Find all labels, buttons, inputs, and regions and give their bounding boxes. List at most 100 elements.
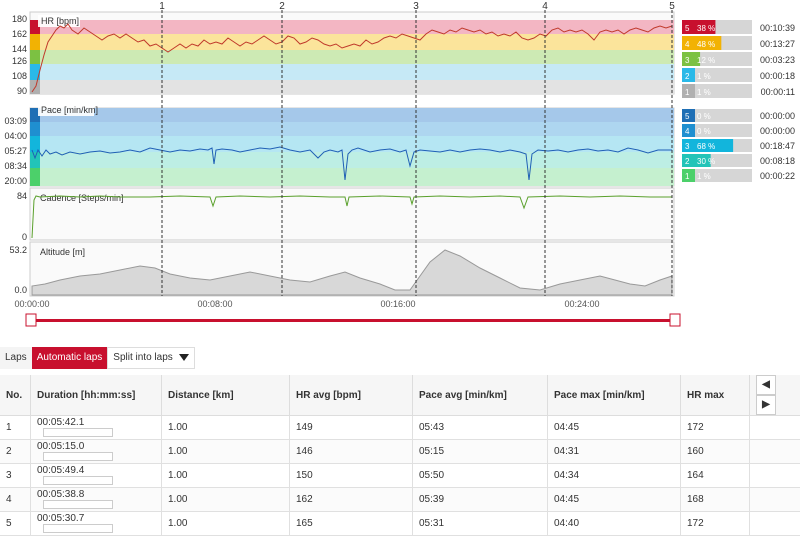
pace-zone-fill <box>693 154 711 167</box>
split-label: Split into laps <box>113 352 173 363</box>
pace-zone-row: 1 1 % 00:00:22 <box>682 169 795 182</box>
lap-distance: 1.00 <box>168 518 188 529</box>
pace-zone-time: 00:18:47 <box>760 141 795 151</box>
cadence-line <box>31 195 672 239</box>
pace-zone-time: 00:00:00 <box>760 111 795 121</box>
pace-zone-percent: 0 % <box>697 127 711 136</box>
hr-zone-time: 00:00:11 <box>761 87 795 97</box>
lap-duration: 00:05:38.8 <box>37 488 85 500</box>
lap-pace-avg: 05:15 <box>419 446 445 457</box>
hr-zone-time: 00:03:23 <box>760 55 795 65</box>
lap-hr-avg: 150 <box>296 470 313 481</box>
hr-zone-time: 00:13:27 <box>760 39 795 49</box>
pace-zone-time: 00:08:18 <box>760 156 795 166</box>
next-columns-button[interactable]: ▶ <box>756 395 776 415</box>
lap-distance: 1.00 <box>168 446 188 457</box>
duration-bar <box>43 524 113 534</box>
lap-marker-label: 4 <box>542 1 548 12</box>
hr-zone-row: 3 12 % 00:03:23 <box>682 52 795 66</box>
hr-zone-number: 2 <box>685 72 690 81</box>
hr-zone-percent: 38 % <box>697 24 715 33</box>
table-row[interactable]: 4 00:05:38.8 1.00 162 05:39 04:45 168 <box>0 487 800 512</box>
lap-number: 2 <box>6 446 12 457</box>
lap-hr-max: 172 <box>687 422 704 433</box>
lap-pace-max: 04:45 <box>554 422 580 433</box>
hr-zone-time: 00:00:18 <box>760 71 795 81</box>
hr-title: HR [bpm] <box>41 16 79 26</box>
lap-marker-label: 5 <box>669 1 675 12</box>
lap-markers <box>161 10 673 296</box>
pace-zone-number: 3 <box>685 142 690 151</box>
time-tick: 00:08:00 <box>197 299 232 309</box>
col-header[interactable]: HR max <box>680 375 750 416</box>
pace-zone-time: 00:00:22 <box>760 171 795 181</box>
hr-zone-row: 4 48 % 00:13:27 <box>682 36 795 50</box>
lap-hr-avg: 146 <box>296 446 313 457</box>
pace-zone-row: 5 0 % 00:00:00 <box>682 109 795 122</box>
lap-marker-label: 3 <box>413 1 419 12</box>
lap-pace-max: 04:31 <box>554 446 580 457</box>
table-row[interactable]: 1 00:05:42.1 1.00 149 05:43 04:45 172 <box>0 415 800 440</box>
hr-zone-row: 5 38 % 00:10:39 <box>682 20 795 34</box>
time-range-slider[interactable] <box>25 313 681 327</box>
pace-zone-percent: 1 % <box>697 172 711 181</box>
lap-number: 4 <box>6 494 12 505</box>
hr-zone-row: 2 1 % 00:00:18 <box>682 68 795 82</box>
hr-tick: 144 <box>12 44 27 54</box>
lap-duration: 00:05:42.1 <box>37 416 85 428</box>
table-row[interactable]: 3 00:05:49.4 1.00 150 05:50 04:34 164 <box>0 463 800 488</box>
lap-duration: 00:05:49.4 <box>37 464 85 476</box>
pace-zone-percent: 68 % <box>697 142 715 151</box>
zone-summary: 5 38 % 00:10:39 4 48 % 00:13:27 3 12 % 00:03:23 2… <box>682 20 795 182</box>
workout-charts: HR [bpm] 180 162 144 126 108 90 Pace [mi… <box>4 1 795 327</box>
range-start-handle[interactable] <box>25 313 37 327</box>
hr-zone-percent: 48 % <box>697 40 715 49</box>
col-header[interactable]: Distance [km] <box>161 375 290 416</box>
hr-line <box>31 23 673 93</box>
pace-tick: 20:00 <box>4 176 27 186</box>
laps-table: No. Duration [hh:mm:ss] Distance [km] HR… <box>0 375 800 536</box>
col-header[interactable]: No. <box>0 375 31 416</box>
hr-zone-fill <box>693 52 701 66</box>
pace-panel: Pace [min/km] 03:09 04:00 05:27 08:34 20… <box>4 104 675 187</box>
hr-zone-percent: 12 % <box>697 56 715 65</box>
duration-bar <box>43 452 113 462</box>
hr-zone-percent: 1 % <box>697 88 711 97</box>
range-end-handle[interactable] <box>669 313 681 327</box>
altitude-panel: Altitude [m] 53.2 0.0 <box>9 241 675 297</box>
hr-zone-number: 4 <box>685 40 690 49</box>
lap-hr-avg: 162 <box>296 494 313 505</box>
hr-tick: 180 <box>12 14 27 24</box>
col-header[interactable]: Duration [hh:mm:ss] <box>30 375 162 416</box>
lap-pace-max: 04:45 <box>554 494 580 505</box>
hr-panel: HR [bpm] 180 162 144 126 108 90 <box>12 11 675 96</box>
tab-automatic-laps[interactable]: Automatic laps <box>31 347 108 369</box>
tab-laps[interactable]: Laps <box>0 347 32 369</box>
lap-tabs: Laps Automatic laps Split into laps <box>0 347 195 369</box>
prev-columns-button[interactable]: ◀ <box>756 375 776 395</box>
lap-hr-max: 160 <box>687 446 704 457</box>
lap-distance: 1.00 <box>168 422 188 433</box>
col-header[interactable]: HR avg [bpm] <box>289 375 413 416</box>
cadence-title: Cadence [Steps/min] <box>40 193 124 203</box>
caret-down-icon <box>178 353 189 361</box>
split-into-laps-dropdown[interactable]: Split into laps <box>107 347 195 369</box>
pace-tick: 04:00 <box>4 131 27 141</box>
lap-pace-avg: 05:50 <box>419 470 445 481</box>
lap-marker-label: 1 <box>159 1 165 12</box>
table-row[interactable]: 2 00:05:15.0 1.00 146 05:15 04:31 160 <box>0 439 800 464</box>
lap-pace-avg: 05:39 <box>419 494 445 505</box>
hr-tick: 162 <box>12 29 27 39</box>
pace-zone-fill <box>693 139 734 152</box>
lap-number: 5 <box>6 518 12 529</box>
pace-zone-row: 2 30 % 00:08:18 <box>682 154 795 167</box>
table-row[interactable]: 5 00:05:30.7 1.00 165 05:31 04:40 172 <box>0 511 800 536</box>
pace-tick: 05:27 <box>4 146 27 156</box>
hr-zone-time: 00:10:39 <box>760 23 795 33</box>
pace-zone-percent: 0 % <box>697 112 711 121</box>
col-header[interactable]: Pace avg [min/km] <box>412 375 548 416</box>
cadence-panel: Cadence [Steps/min] 84 0 <box>17 187 675 242</box>
pace-line <box>31 146 672 181</box>
pace-zone-row: 4 0 % 00:00:00 <box>682 124 795 137</box>
col-header[interactable]: Pace max [min/km] <box>547 375 681 416</box>
